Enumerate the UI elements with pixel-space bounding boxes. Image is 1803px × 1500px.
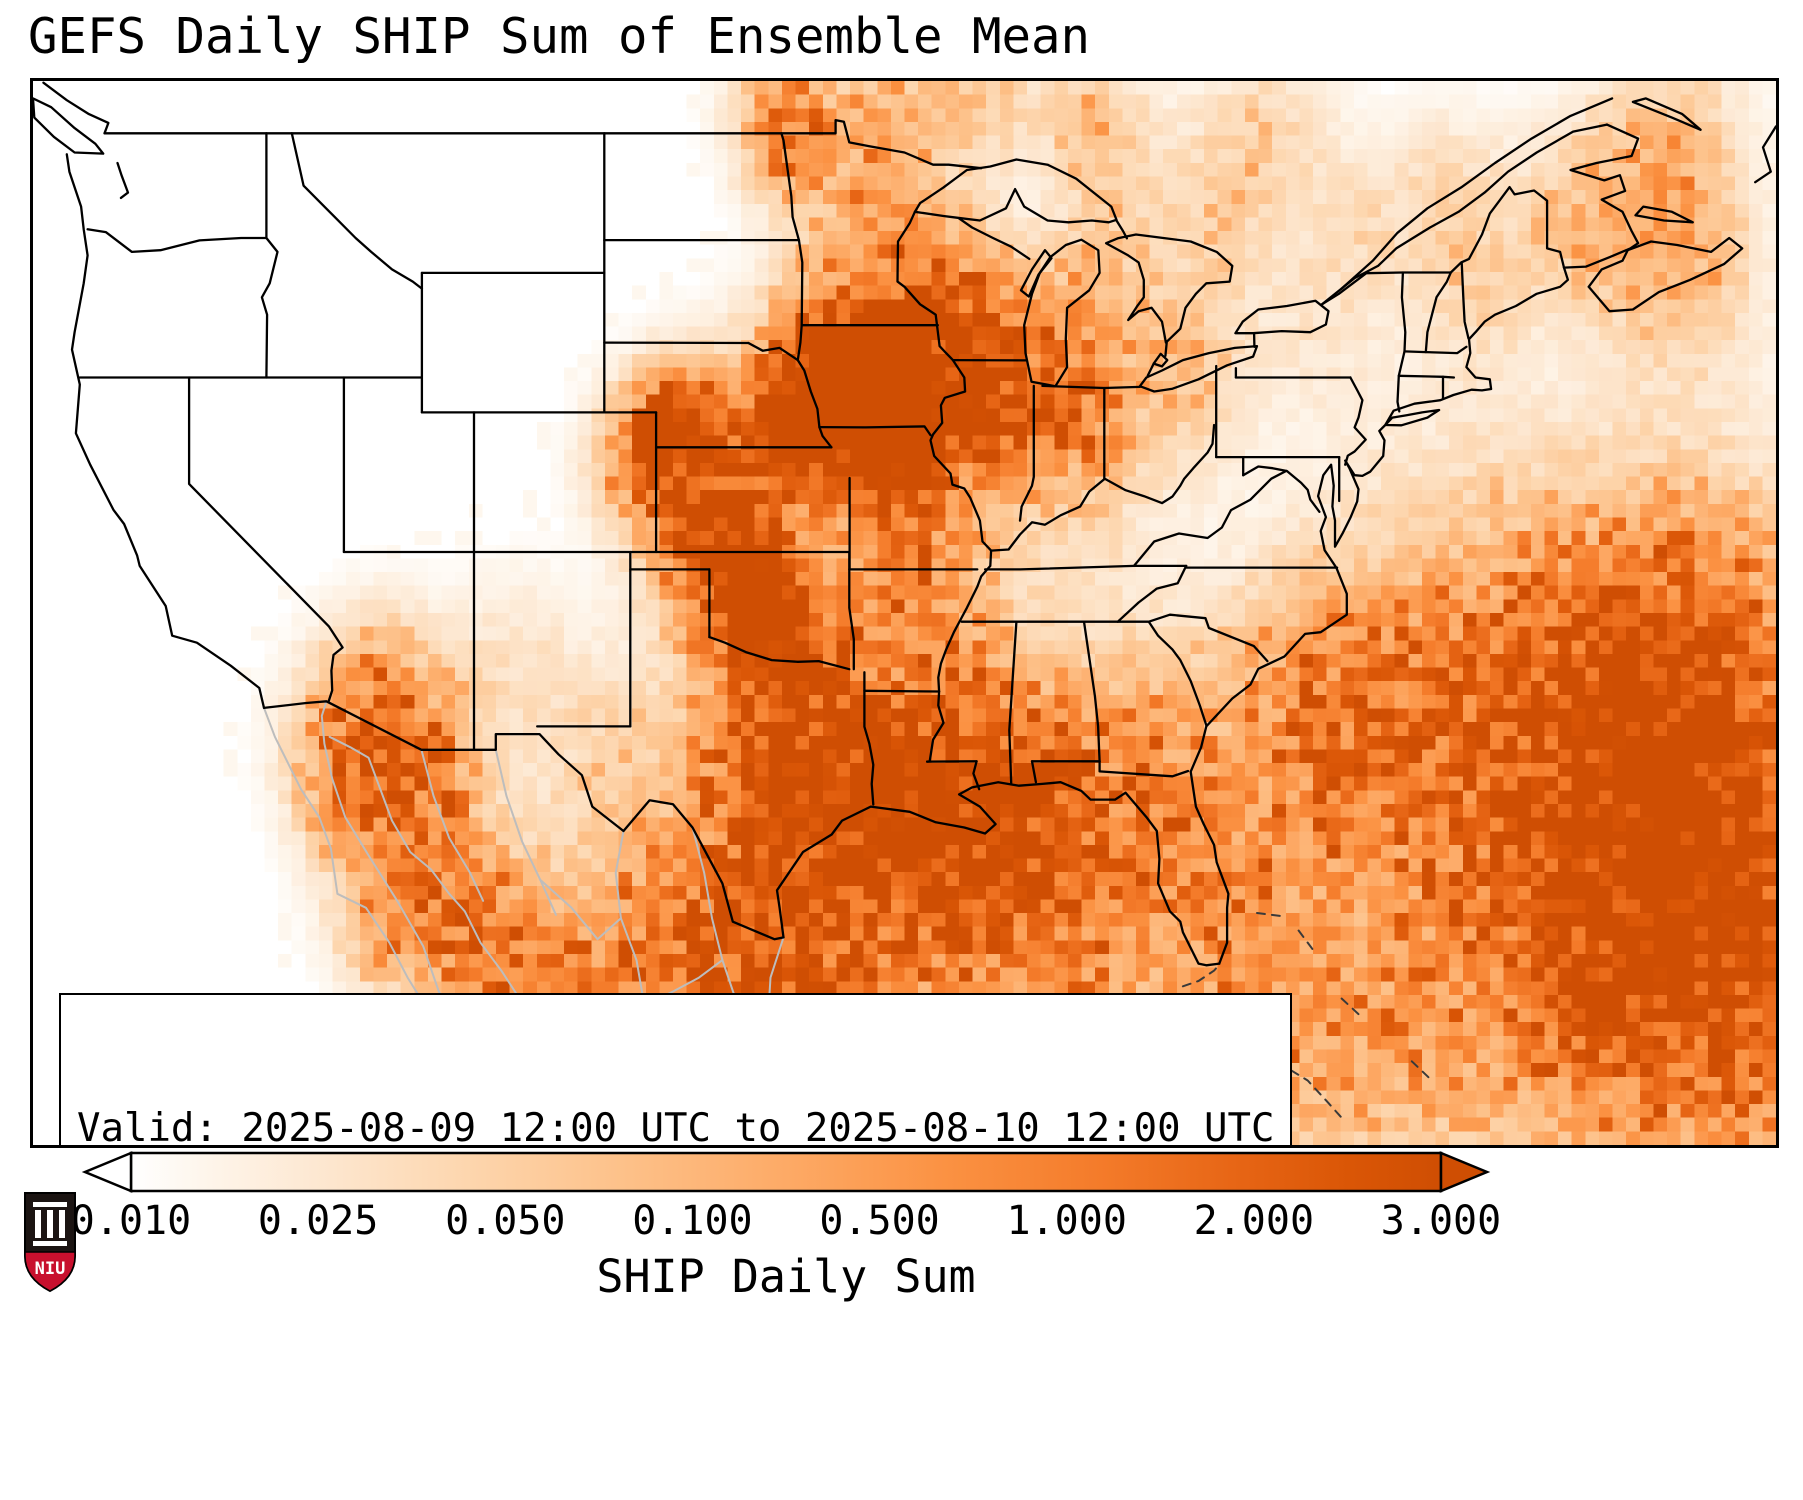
colorbar-right-arrow xyxy=(1439,1151,1491,1193)
colorbar-gradient xyxy=(129,1151,1443,1193)
colorbar-tick: 0.100 xyxy=(632,1198,753,1244)
castle-icon xyxy=(33,1202,67,1207)
colorbar-tick: 1.000 xyxy=(1006,1198,1127,1244)
weather-map: Valid: 2025-08-09 12:00 UTC to 2025-08-1… xyxy=(30,78,1779,1148)
colorbar-label: SHIP Daily Sum xyxy=(596,1250,976,1303)
state-borders-layer xyxy=(33,81,1776,967)
colorbar-tick: 0.050 xyxy=(445,1198,566,1244)
niu-band xyxy=(24,1251,76,1292)
colorbar-left-arrow xyxy=(81,1151,133,1193)
colorbar-tick: 2.000 xyxy=(1193,1198,1315,1244)
niu-logo-text: NIU xyxy=(35,1259,66,1279)
niu-logo: NIU xyxy=(22,1190,78,1300)
colorbar-tick: 0.025 xyxy=(257,1198,379,1244)
map-borders-svg xyxy=(33,81,1776,1145)
page-title: GEFS Daily SHIP Sum of Ensemble Mean xyxy=(28,8,1091,65)
colorbar-tick: 3.000 xyxy=(1380,1198,1502,1244)
great-lakes-layer xyxy=(913,158,1441,427)
heatmap-canvas xyxy=(33,81,1776,1145)
valid-line: Valid: 2025-08-09 12:00 UTC to 2025-08-1… xyxy=(77,1106,1275,1148)
colorbar-tick: 0.010 xyxy=(70,1198,192,1244)
colorbar-tick: 0.500 xyxy=(819,1198,940,1244)
colorbar xyxy=(81,1151,1491,1193)
validity-info-box: Valid: 2025-08-09 12:00 UTC to 2025-08-1… xyxy=(59,993,1293,1148)
